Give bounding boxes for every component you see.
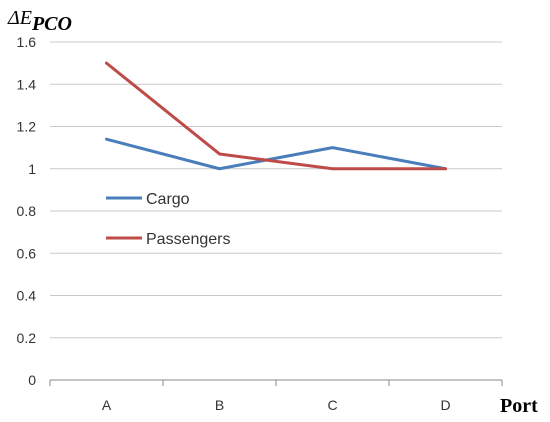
y-tick-label: 0.6 [17,245,37,261]
y-tick-label: 0.8 [17,203,37,219]
y-tick-label: 1.4 [17,76,37,92]
x-axis [49,379,503,386]
y-axis-title-symbol: ΔE [7,7,32,29]
x-tick-label: A [102,397,112,413]
x-tick-label: C [327,397,337,413]
legend-label: Cargo [146,191,190,208]
y-tick-label: 1.6 [17,34,37,50]
x-tick-labels: A B C D [102,397,451,413]
series-lines [105,61,447,171]
x-tick-label: B [215,397,224,413]
gridlines [50,41,502,339]
y-tick-label: 1 [28,161,36,177]
x-tick-label: D [440,397,450,413]
legend: Cargo Passengers [106,191,231,248]
x-axis-title: Port [500,395,538,417]
y-tick-label: 0.4 [17,288,37,304]
legend-label: Passengers [146,231,231,248]
y-axis-title: ΔEPCO [7,7,72,35]
y-axis-title-subscript: PCO [31,13,72,35]
y-tick-label: 0.2 [17,330,37,346]
y-tick-label: 0 [28,372,36,388]
series-line-passengers [105,61,447,171]
y-tick-labels: 0 0.2 0.4 0.6 0.8 1 1.2 1.4 1.6 [17,34,37,388]
y-tick-label: 1.2 [17,119,37,135]
series-line-cargo [105,137,447,171]
